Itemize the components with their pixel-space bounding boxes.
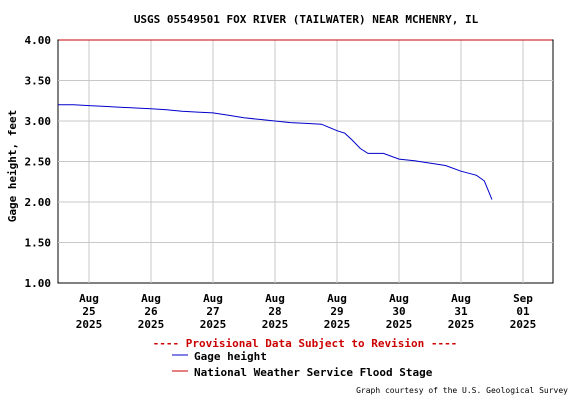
series-lines	[58, 39, 552, 200]
x-tick-year: 2025	[386, 318, 413, 331]
x-tick-year: 2025	[262, 318, 289, 331]
x-tick-month: Aug	[327, 292, 347, 305]
y-tick-labels: 1.00 1.50 2.00 2.50 3.00 3.50 4.00	[25, 34, 52, 290]
credit-text: Graph courtesy of the U.S. Geological Su…	[356, 386, 568, 395]
x-tick-year: 2025	[448, 318, 475, 331]
x-tick-month: Aug	[451, 292, 471, 305]
x-tick-month: Aug	[79, 292, 99, 305]
y-tick-label: 3.50	[25, 75, 52, 88]
x-tick-day: 28	[268, 305, 281, 318]
y-tick-label: 1.50	[25, 237, 52, 250]
x-tick-year: 2025	[324, 318, 351, 331]
x-tick-day: 01	[516, 305, 530, 318]
x-tick-day: 30	[392, 305, 405, 318]
x-tick-day: 31	[454, 305, 468, 318]
x-tick-year: 2025	[200, 318, 227, 331]
x-tick-day: 27	[206, 305, 219, 318]
x-tick-month: Aug	[203, 292, 223, 305]
gage-height-line	[58, 104, 493, 200]
y-tick-label: 3.00	[25, 115, 52, 128]
y-tick-label: 1.00	[25, 277, 52, 290]
x-tick-day: 25	[82, 305, 95, 318]
chart-title: USGS 05549501 FOX RIVER (TAILWATER) NEAR…	[134, 13, 479, 26]
gridlines	[58, 40, 553, 283]
x-tick-labels: Aug252025Aug262025Aug272025Aug282025Aug2…	[76, 292, 537, 331]
x-tick-month: Aug	[265, 292, 285, 305]
x-tick-day: 29	[330, 305, 343, 318]
x-tick-day: 26	[144, 305, 158, 318]
x-tick-year: 2025	[138, 318, 165, 331]
y-tick-label: 2.00	[25, 196, 52, 209]
x-tick-month: Sep	[513, 292, 533, 305]
legend-label-gage-height: Gage height	[194, 350, 267, 363]
y-tick-label: 2.50	[25, 156, 52, 169]
provisional-note: ---- Provisional Data Subject to Revisio…	[153, 337, 458, 350]
legend-label-flood-stage: National Weather Service Flood Stage	[194, 366, 433, 379]
x-tick-month: Aug	[389, 292, 409, 305]
x-tick-year: 2025	[510, 318, 537, 331]
y-tick-label: 4.00	[25, 34, 52, 47]
x-tick-month: Aug	[141, 292, 161, 305]
y-axis-label: Gage height, feet	[6, 110, 19, 223]
x-tick-year: 2025	[76, 318, 103, 331]
